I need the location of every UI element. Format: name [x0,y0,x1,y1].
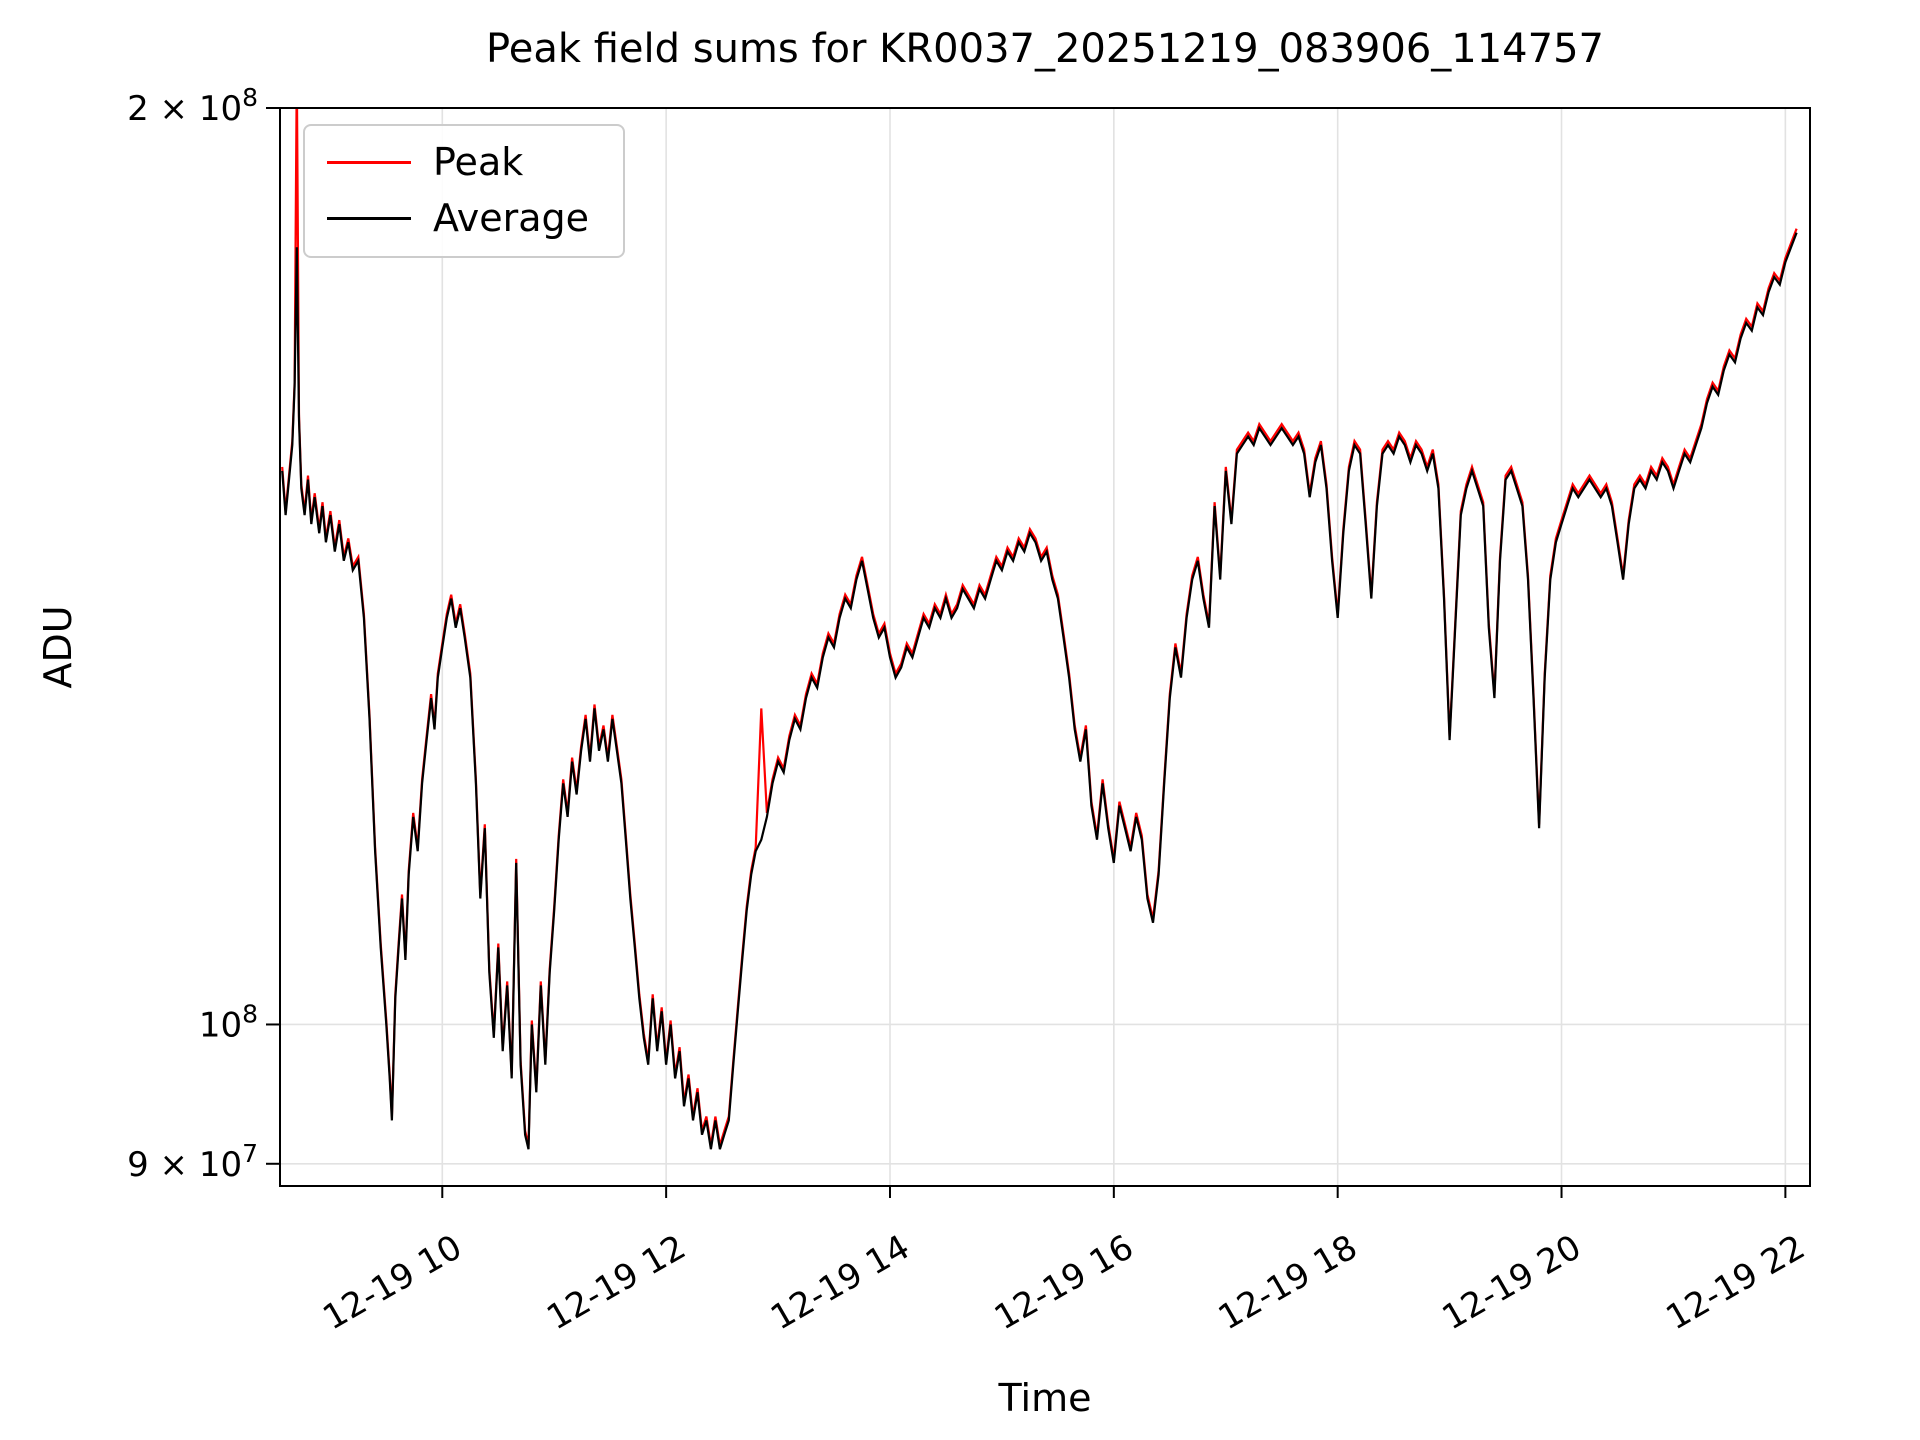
x-tick-label: 12-19 22 [1659,1227,1811,1338]
x-tick-label: 12-19 18 [1212,1227,1364,1338]
plot-border [279,107,1811,1187]
legend-label: Peak [433,140,524,184]
legend-swatch-peak [327,161,411,165]
x-tick-label: 12-19 14 [764,1227,916,1338]
x-tick-label: 12-19 16 [988,1227,1140,1338]
y-tick-label: 9 × 107 [127,1139,258,1185]
y-axis-label: ADU [36,605,80,689]
x-axis-label: Time [998,1376,1092,1420]
series-line-average [281,232,1798,1150]
legend: Peak Average [303,124,626,258]
x-tick-label: 12-19 12 [540,1227,692,1338]
y-tick-label: 108 [199,999,258,1045]
y-tick-label: 2 × 108 [127,83,258,129]
legend-label: Average [433,195,590,240]
legend-entry-average: Average [327,195,590,240]
x-tick-label: 12-19 20 [1436,1227,1588,1338]
legend-entry-peak: Peak [327,140,589,184]
legend-swatch-average [327,217,411,221]
chart-title: Peak field sums for KR0037_20251219_0839… [486,26,1604,72]
x-tick-label: 12-19 10 [316,1227,468,1338]
